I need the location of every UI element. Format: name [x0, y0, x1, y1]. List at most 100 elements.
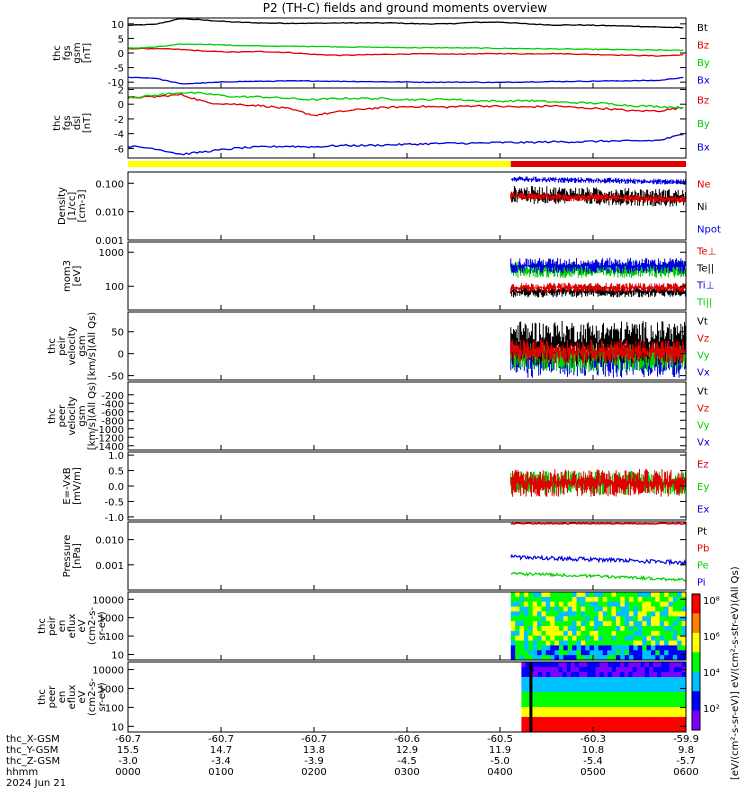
heatmap-cell	[644, 687, 650, 693]
heatmap-cell	[576, 621, 582, 627]
heatmap-cell	[653, 727, 658, 732]
heatmap-cell	[598, 606, 604, 613]
heatmap-cell	[542, 692, 547, 698]
heatmap-cell	[542, 682, 547, 688]
heatmap-cell	[603, 682, 609, 688]
y-label-line: [mV/m]	[72, 467, 83, 505]
heatmap-cell	[566, 697, 572, 703]
heatmap-cell	[672, 616, 678, 622]
heatmap-cell	[637, 601, 643, 608]
heatmap-cell	[591, 687, 596, 693]
colorbar-segment	[692, 594, 700, 614]
heatmap-cell	[636, 712, 642, 718]
y-label-line: peer	[47, 685, 58, 709]
heatmap-cell	[567, 616, 573, 622]
heatmap-cell	[550, 707, 555, 713]
heatmap-cell	[672, 650, 678, 656]
heatmap-cell	[677, 682, 683, 688]
heatmap-cell	[646, 626, 652, 632]
heatmap-cell	[668, 635, 674, 642]
heatmap-cell	[521, 687, 527, 693]
heatmap-cell	[554, 722, 559, 728]
heatmap-cell	[528, 626, 534, 632]
heatmap-cell	[519, 606, 525, 613]
heatmap-cell	[620, 682, 625, 688]
heatmap-cell	[589, 596, 595, 603]
heatmap-cell	[576, 626, 582, 632]
xaxis-value: -3.9	[304, 756, 324, 767]
y-tick-label: 1000	[99, 614, 124, 625]
heatmap-cell	[559, 655, 564, 660]
heatmap-cell	[545, 592, 551, 598]
y-label-peir_en: thc peir en eflux eV (cm2-s-sr-eV)	[37, 607, 108, 645]
heatmap-cell	[550, 672, 555, 678]
heatmap-cell	[574, 692, 580, 698]
colorbar-segment	[692, 652, 700, 673]
heatmap-cell	[602, 645, 608, 651]
heatmap-cell	[574, 722, 580, 728]
heatmap-cell	[525, 702, 531, 708]
heatmap-cell	[542, 667, 547, 673]
heatmap-cell	[546, 667, 551, 673]
heatmap-cell	[636, 707, 642, 713]
heatmap-cell	[580, 606, 586, 613]
heatmap-cell	[640, 697, 646, 703]
heatmap-cell	[585, 626, 591, 632]
heatmap-cell	[525, 687, 531, 693]
heatmap-cell	[570, 682, 576, 688]
y-tick-label: 100	[105, 703, 124, 714]
heatmap-cell	[554, 621, 560, 627]
heatmap-cell	[632, 707, 638, 713]
heatmap-cell	[668, 611, 674, 617]
heatmap-cell	[607, 697, 613, 703]
heatmap-cell	[519, 626, 525, 632]
xaxis-value: 0000	[115, 767, 140, 778]
heatmap-cell	[510, 635, 516, 642]
heatmap-cell	[629, 630, 635, 637]
xaxis-value: 0200	[301, 767, 326, 778]
heatmap-cell	[559, 626, 564, 632]
xaxis-value: 12.9	[396, 745, 418, 756]
legend-Ez: Ez	[697, 459, 709, 470]
heatmap-cell	[595, 707, 601, 713]
heatmap-cell	[629, 596, 635, 603]
heatmap-cell	[583, 667, 588, 673]
heatmap-cell	[563, 655, 569, 660]
heatmap-cell	[580, 630, 586, 637]
heatmap-cell	[545, 645, 551, 651]
legend-Ti||: Ti||	[696, 298, 712, 309]
xaxis-value: -4.5	[397, 756, 417, 767]
y-label-line: [1/cc]	[67, 192, 78, 221]
heatmap-cell	[525, 707, 531, 713]
colorbar-segment	[692, 613, 700, 634]
heatmap-cell	[640, 717, 646, 723]
heatmap-cell	[624, 650, 630, 656]
xaxis-value: 9.8	[678, 745, 694, 756]
heatmap-cell	[651, 626, 656, 632]
heatmap-cell	[624, 621, 630, 627]
heatmap-cell	[657, 722, 662, 728]
heatmap-cell	[636, 672, 642, 678]
heatmap-cell	[554, 601, 560, 608]
heatmap-cell	[642, 611, 648, 617]
heatmap-cell	[563, 596, 569, 603]
heatmap-cell	[510, 621, 516, 627]
series-efield-Ez	[510, 469, 686, 497]
heatmap-cell	[559, 592, 564, 598]
status-bar	[128, 161, 686, 167]
heatmap-cell	[591, 682, 596, 688]
heatmap-cell	[655, 630, 661, 637]
heatmap-cell	[657, 672, 662, 678]
heatmap-cell	[681, 616, 686, 622]
heatmap-cell	[611, 712, 617, 718]
heatmap-cell	[580, 616, 586, 622]
heatmap-cell	[615, 592, 621, 598]
y-tick-label: 100	[105, 632, 124, 643]
heatmap-cell	[649, 727, 654, 732]
heatmap-cell	[576, 601, 582, 608]
colorbar-segment	[692, 710, 700, 731]
heatmap-cell	[620, 630, 626, 637]
heatmap-cell	[611, 707, 617, 713]
heatmap-cell	[533, 662, 539, 668]
heatmap-cell	[649, 667, 654, 673]
